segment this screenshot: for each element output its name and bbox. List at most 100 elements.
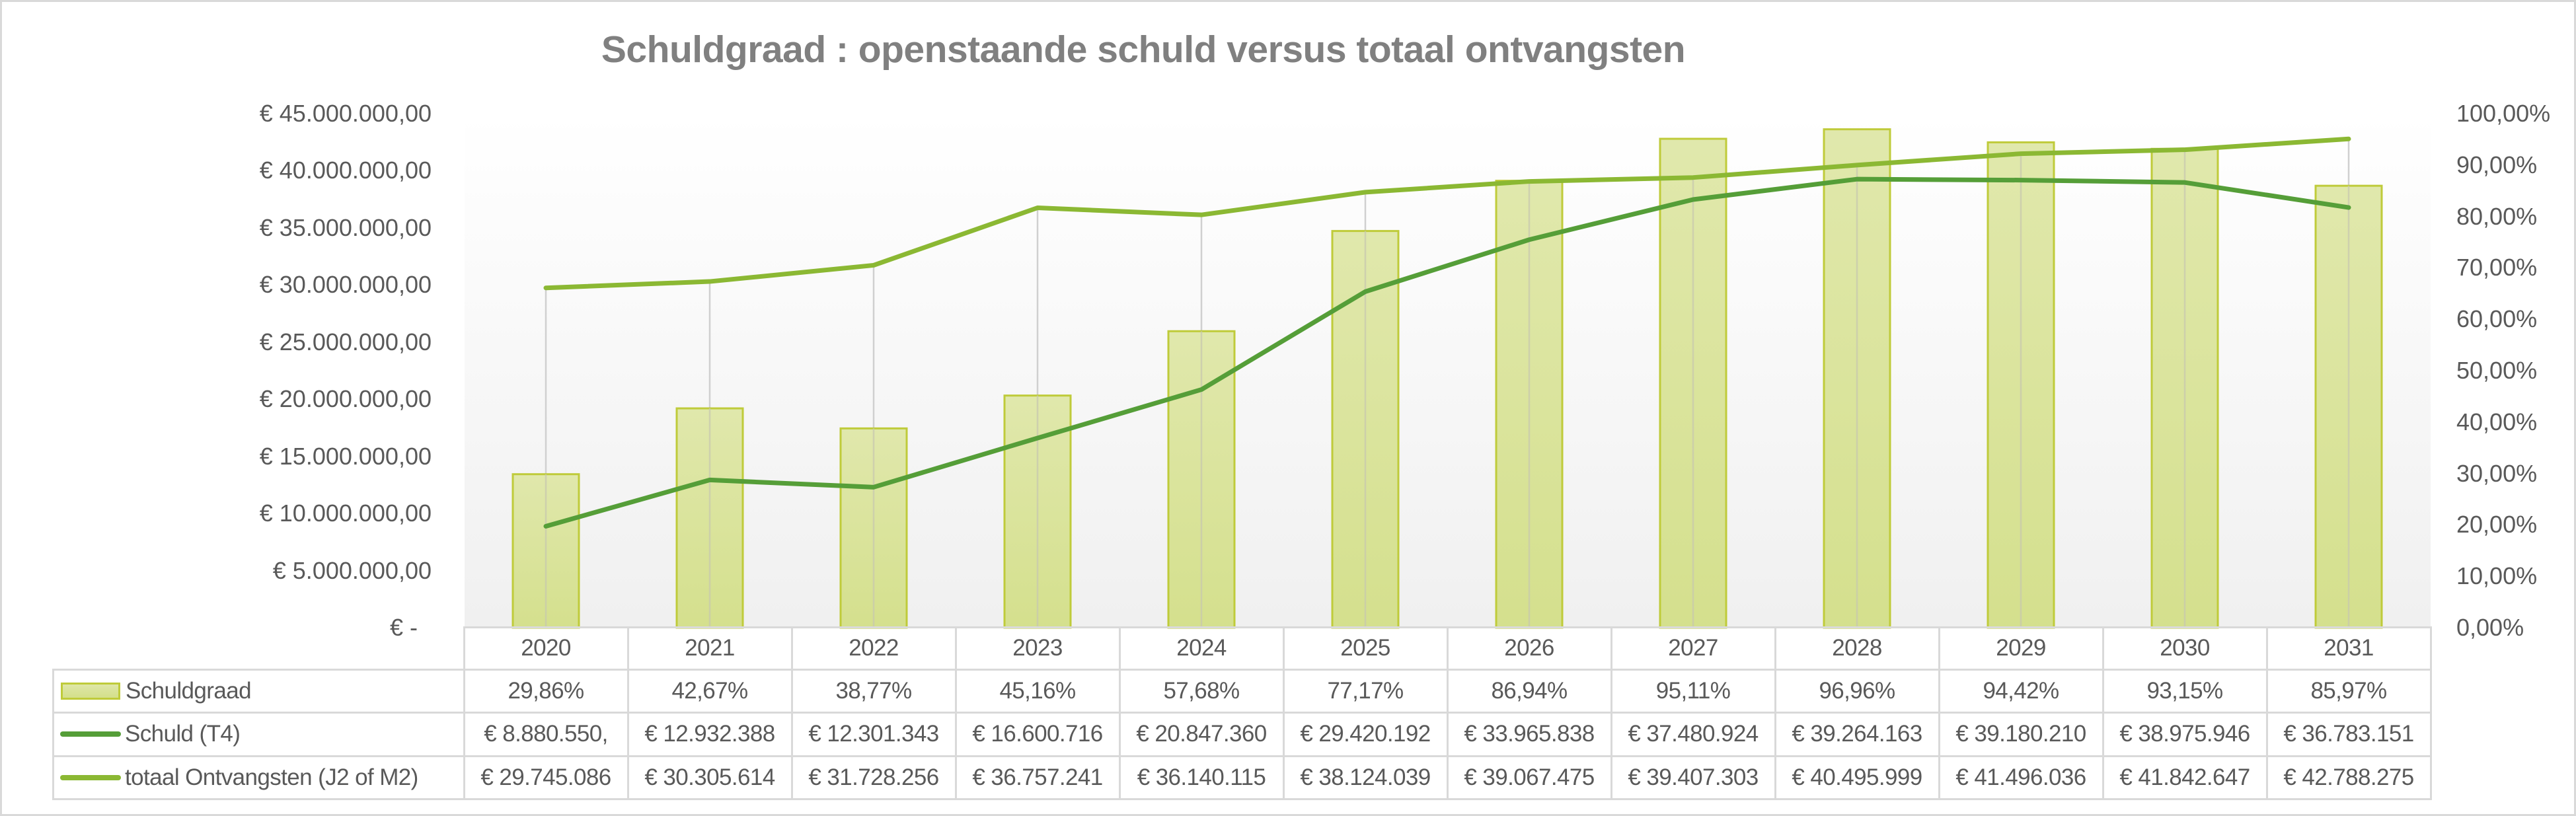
table-gridline <box>1447 626 1449 799</box>
table-gridline <box>52 755 2432 757</box>
table-cell: € 40.495.999 <box>1792 764 1922 790</box>
table-cell: € 12.301.343 <box>808 721 939 747</box>
y-left-tick-label: € 35.000.000,00 <box>259 213 432 241</box>
table-cell: 29,86% <box>508 677 584 704</box>
x-axis-category-label: 2020 <box>521 635 571 661</box>
x-axis-category-label: 2026 <box>1504 635 1554 661</box>
legend-label: totaal Ontvangsten (J2 of M2) <box>125 764 418 790</box>
legend-label: Schuldgraad <box>126 677 252 704</box>
legend-key-line-icon <box>60 774 121 780</box>
table-cell: € 39.180.210 <box>1955 721 2086 747</box>
table-cell: € 16.600.716 <box>972 721 1103 747</box>
y-right-tick-label: 90,00% <box>2456 151 2538 178</box>
y-left-tick-label: € 10.000.000,00 <box>259 500 432 527</box>
table-cell: € 36.140.115 <box>1137 764 1266 790</box>
y-left-tick-label: € 45.000.000,00 <box>259 100 432 127</box>
table-gridline <box>52 712 2432 714</box>
table-cell: 77,17% <box>1327 677 1404 704</box>
table-cell: 86,94% <box>1491 677 1568 704</box>
y-right-tick-label: 50,00% <box>2456 357 2538 384</box>
table-cell: € 36.783.151 <box>2283 721 2414 747</box>
table-gridline <box>2266 626 2268 799</box>
y-right-tick-label: 60,00% <box>2456 305 2538 333</box>
table-cell: € 41.842.647 <box>2119 764 2250 790</box>
y-left-tick-label: € 40.000.000,00 <box>259 157 432 184</box>
line-totaal-ontvangsten <box>543 136 2351 291</box>
y-left-tick-label: € 15.000.000,00 <box>259 442 432 470</box>
y-right-tick-label: 20,00% <box>2456 511 2538 538</box>
table-cell: € 36.757.241 <box>972 764 1103 790</box>
table-gridline <box>955 626 957 799</box>
table-cell: € 30.305.614 <box>644 764 775 790</box>
legend-key-line-icon <box>60 731 121 737</box>
legend-entry: Schuld (T4) <box>52 712 464 756</box>
legend-entry: Schuldgraad <box>52 669 464 712</box>
x-axis-category-label: 2025 <box>1340 635 1390 661</box>
y-left-tick-label: € 20.000.000,00 <box>259 385 432 413</box>
table-cell: € 12.932.388 <box>644 721 775 747</box>
x-axis-category-label: 2023 <box>1012 635 1063 661</box>
table-cell: € 38.124.039 <box>1300 764 1431 790</box>
y-right-tick-label: 30,00% <box>2456 459 2538 487</box>
x-axis-category-label: 2022 <box>849 635 899 661</box>
table-gridline <box>52 669 2432 671</box>
y-right-tick-label: 10,00% <box>2456 562 2538 590</box>
table-cell: € 41.496.036 <box>1955 764 2086 790</box>
table-gridline <box>1774 626 1776 799</box>
table-cell: € 37.480.924 <box>1628 721 1759 747</box>
table-gridline <box>463 626 465 799</box>
line-series <box>543 136 2351 529</box>
x-axis-category-label: 2021 <box>685 635 735 661</box>
x-axis-category-label: 2029 <box>1996 635 2046 661</box>
table-cell: € 20.847.360 <box>1136 721 1267 747</box>
table-cell: 96,96% <box>1819 677 1895 704</box>
x-axis-category-label: 2028 <box>1832 635 1882 661</box>
chart-title: Schuldgraad : openstaande schuld versus … <box>601 28 1686 71</box>
table-gridline <box>1938 626 1940 799</box>
table-cell: € 29.745.086 <box>480 764 611 790</box>
table-gridline <box>791 626 793 799</box>
table-cell: 95,11% <box>1655 677 1731 704</box>
table-cell: 93,15% <box>2146 677 2223 704</box>
table-gridline <box>1119 626 1121 799</box>
table-gridline <box>1610 626 1612 799</box>
table-cell: 45,16% <box>999 677 1076 704</box>
plot-background <box>465 114 2431 628</box>
table-cell: € 39.407.303 <box>1628 764 1759 790</box>
x-axis-category-label: 2031 <box>2324 635 2374 661</box>
legend-label: Schuld (T4) <box>125 721 241 747</box>
table-cell: € 39.067.475 <box>1464 764 1595 790</box>
table-cell: € 8.880.550, <box>484 721 608 747</box>
table-cell: 57,68% <box>1163 677 1240 704</box>
x-axis-category-label: 2030 <box>2160 635 2210 661</box>
y-left-tick-label: € 25.000.000,00 <box>259 328 432 355</box>
table-gridline <box>2430 626 2432 799</box>
table-cell: € 42.788.275 <box>2283 764 2414 790</box>
y-right-tick-label: 40,00% <box>2456 408 2538 435</box>
table-cell: € 38.975.946 <box>2119 721 2250 747</box>
x-axis-category-label: 2024 <box>1176 635 1227 661</box>
y-left-tick-label: € 5.000.000,00 <box>272 556 432 584</box>
table-gridline <box>627 626 629 799</box>
y-right-tick-label: 80,00% <box>2456 202 2538 230</box>
line-schuld-t4 <box>543 176 2351 529</box>
table-gridline <box>52 669 54 799</box>
table-gridline <box>2102 626 2104 799</box>
bar-series-schuldgraad <box>511 128 2383 629</box>
table-gridline <box>1283 626 1285 799</box>
table-cell: € 31.728.256 <box>808 764 939 790</box>
table-cell: € 33.965.838 <box>1464 721 1595 747</box>
table-cell: € 29.420.192 <box>1300 721 1431 747</box>
table-cell: € 39.264.163 <box>1792 721 1922 747</box>
y-right-tick-label: 70,00% <box>2456 254 2538 281</box>
y-right-tick-label: 0,00% <box>2456 614 2524 641</box>
x-axis-category-label: 2027 <box>1668 635 1718 661</box>
table-cell: 94,42% <box>1983 677 2059 704</box>
y-left-tick-label: € 30.000.000,00 <box>259 271 432 299</box>
legend-key-bar-icon <box>61 682 120 700</box>
table-cell: 38,77% <box>835 677 912 704</box>
table-cell: 42,67% <box>671 677 748 704</box>
legend-entry: totaal Ontvangsten (J2 of M2) <box>52 756 464 799</box>
y-left-tick-label: € - <box>389 614 418 641</box>
